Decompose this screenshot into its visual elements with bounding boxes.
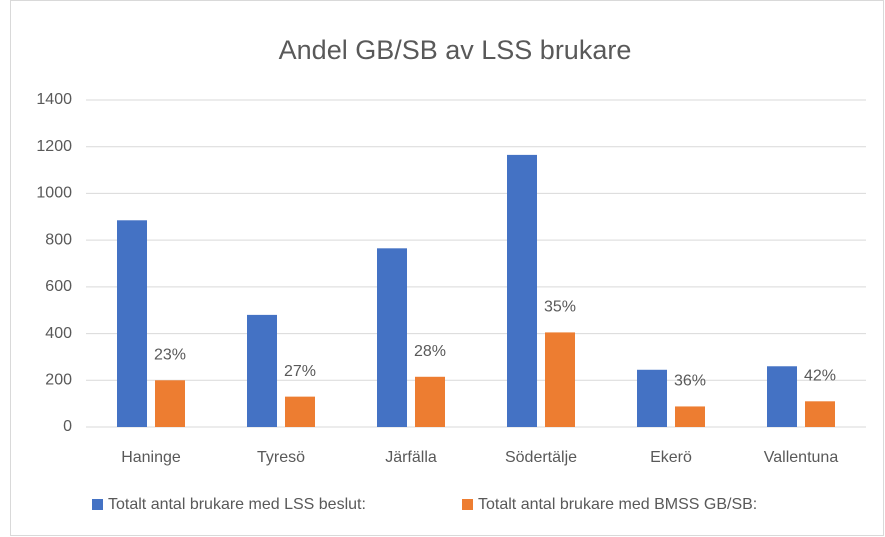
- legend-swatch: [462, 499, 473, 510]
- legend-label: Totalt antal brukare med LSS beslut:: [108, 496, 366, 513]
- annotation: 36%: [674, 373, 706, 390]
- bar: [675, 406, 705, 427]
- bar: [805, 401, 835, 427]
- legend-swatch: [92, 499, 103, 510]
- annotation: 23%: [154, 347, 186, 364]
- x-tick-label: Tyresö: [257, 449, 305, 466]
- y-tick-label: 0: [63, 418, 72, 435]
- bar: [545, 332, 575, 427]
- y-tick-label: 200: [45, 372, 72, 389]
- annotation: 27%: [284, 363, 316, 380]
- x-tick-label: Vallentuna: [764, 449, 839, 466]
- bar: [507, 154, 537, 427]
- y-tick-label: 600: [45, 278, 72, 295]
- bar: [377, 248, 407, 427]
- bar: [767, 366, 797, 427]
- bar: [247, 314, 277, 427]
- bar: [415, 376, 445, 427]
- x-tick-label: Ekerö: [650, 449, 692, 466]
- y-tick-label: 400: [45, 325, 72, 342]
- y-tick-label: 1000: [36, 185, 72, 202]
- annotation: 28%: [414, 343, 446, 360]
- chart-title: Andel GB/SB av LSS brukare: [279, 35, 632, 65]
- y-tick-label: 1400: [36, 91, 72, 108]
- x-tick-label: Södertälje: [505, 449, 577, 466]
- chart-frame: [10, 0, 884, 536]
- annotation: 35%: [544, 299, 576, 316]
- y-tick-label: 1200: [36, 138, 72, 155]
- y-tick-label: 800: [45, 231, 72, 248]
- bar: [155, 380, 185, 427]
- bar: [637, 369, 667, 427]
- annotation: 42%: [804, 368, 836, 385]
- x-tick-label: Järfälla: [385, 449, 437, 466]
- x-tick-label: Haninge: [121, 449, 181, 466]
- bar: [117, 220, 147, 427]
- legend-label: Totalt antal brukare med BMSS GB/SB:: [478, 496, 757, 513]
- bar: [285, 396, 315, 427]
